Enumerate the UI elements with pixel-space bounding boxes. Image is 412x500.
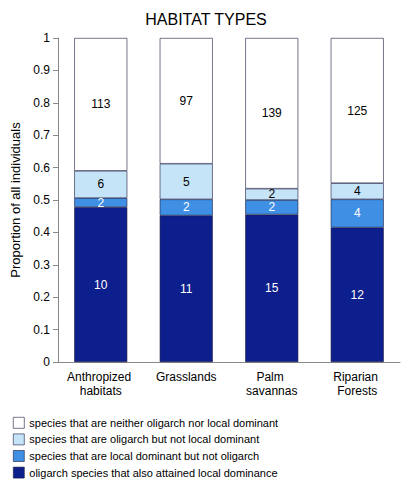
svg-text:12: 12 — [351, 288, 365, 302]
svg-text:0.4: 0.4 — [33, 225, 50, 239]
svg-text:0: 0 — [43, 355, 50, 369]
svg-text:species that are local dominan: species that are local dominant but not … — [29, 450, 259, 462]
svg-text:Forests: Forests — [337, 384, 377, 398]
svg-text:0.5: 0.5 — [33, 193, 50, 207]
svg-text:1: 1 — [43, 31, 50, 45]
svg-text:species that are neither oliga: species that are neither oligarch nor lo… — [29, 417, 278, 429]
svg-text:2: 2 — [183, 200, 190, 214]
svg-text:10: 10 — [94, 278, 108, 292]
svg-text:4: 4 — [354, 206, 361, 220]
svg-text:0.3: 0.3 — [33, 258, 50, 272]
svg-text:HABITAT TYPES: HABITAT TYPES — [145, 11, 267, 28]
svg-text:Riparian: Riparian — [333, 370, 381, 384]
svg-text:0.9: 0.9 — [33, 63, 50, 77]
svg-text:species that are oligarch but: species that are oligarch but not local … — [29, 433, 259, 445]
svg-text:11: 11 — [180, 282, 193, 296]
svg-text:savannas: savannas — [246, 384, 297, 398]
svg-text:Grasslands: Grasslands — [156, 370, 217, 384]
svg-text:0.1: 0.1 — [33, 323, 50, 337]
svg-text:2: 2 — [268, 200, 275, 214]
svg-text:97: 97 — [180, 94, 194, 108]
svg-text:2: 2 — [97, 196, 104, 210]
svg-text:2: 2 — [268, 187, 275, 201]
svg-text:5: 5 — [183, 175, 190, 189]
svg-text:0.2: 0.2 — [33, 290, 50, 304]
svg-text:4: 4 — [354, 184, 361, 198]
svg-text:Proportion of all individuals: Proportion of all individuals — [8, 122, 23, 278]
svg-text:0.8: 0.8 — [33, 96, 50, 110]
svg-text:139: 139 — [262, 106, 282, 120]
svg-text:6: 6 — [97, 177, 104, 191]
svg-text:habitats: habitats — [80, 384, 122, 398]
svg-text:113: 113 — [91, 97, 110, 111]
svg-text:125: 125 — [347, 104, 367, 118]
svg-text:0.7: 0.7 — [33, 128, 50, 142]
svg-text:oligarch species that also att: oligarch species that also attained loca… — [29, 467, 277, 479]
svg-text:0.6: 0.6 — [33, 161, 50, 175]
svg-text:Anthropized: Anthropized — [67, 370, 134, 384]
svg-text:Palm: Palm — [256, 370, 287, 384]
svg-text:15: 15 — [265, 281, 279, 295]
